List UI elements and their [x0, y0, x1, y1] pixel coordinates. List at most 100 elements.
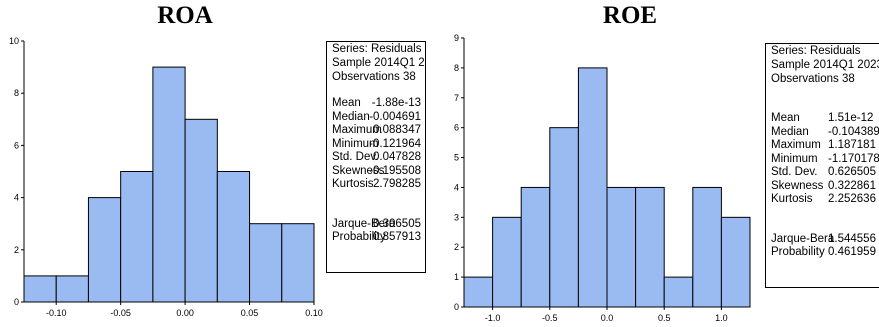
stats-label: Skewness — [332, 164, 385, 177]
x-tick-label: 0.5 — [658, 313, 671, 323]
stats-value: 2.798285 — [373, 178, 421, 190]
stats-label: Median — [332, 110, 370, 123]
x-tick-label: 0.10 — [305, 308, 323, 318]
x-tick-label: -1.0 — [485, 313, 501, 323]
stats-row-jarque-bera: Jarque-Bera 1.544556 — [766, 233, 879, 247]
stats-sample: Sample 2014Q1 2023Q2 — [771, 59, 879, 71]
stats-gap — [327, 192, 425, 205]
stats-value: 2.252636 — [828, 193, 876, 205]
stats-value: 1.51e-12 — [828, 112, 874, 124]
histogram-bar — [492, 216, 522, 308]
stats-label: Mean — [332, 97, 361, 109]
stats-row-jarque-bera: Jarque-Bera 0.306505 — [327, 218, 425, 232]
stats-label: Std. Dev. — [771, 166, 818, 178]
y-tick-label: 0 — [14, 297, 19, 307]
x-tick-label: 1.0 — [715, 313, 728, 323]
stats-row-probability: Probability 0.461959 — [766, 246, 879, 260]
x-tick-label: -0.10 — [46, 308, 67, 318]
stats-sample: Sample 2014Q1 2023Q2 — [332, 57, 425, 69]
stats-value: 1.187181 — [828, 139, 876, 151]
stats-value: 0.088347 — [373, 124, 421, 136]
histogram-bar — [463, 276, 494, 308]
stats-row-probability: Probability 0.857913 — [327, 231, 425, 245]
stats-value: -0.195508 — [369, 164, 421, 177]
stats-value: 0.857913 — [373, 231, 421, 243]
y-tick-label: 4 — [454, 182, 459, 192]
stats-label: Maximum — [332, 124, 382, 136]
stats-label: Kurtosis — [332, 178, 374, 190]
y-tick-label: 8 — [14, 88, 19, 98]
stats-row-skewness: Skewness -0.195508 — [327, 165, 425, 179]
stats-label: Jarque-Bera — [332, 217, 396, 230]
stats-value: 0.626505 — [828, 166, 876, 178]
stats-row-skewness: Skewness 0.322861 — [766, 180, 879, 194]
y-tick-label: 2 — [454, 242, 459, 252]
stats-row-minimum: Minimum -1.170178 — [766, 153, 879, 167]
stats-row-minimum: Minimum -0.121964 — [327, 138, 425, 152]
stats-value: 0.306505 — [373, 217, 421, 230]
stats-row-kurtosis: Kurtosis 2.252636 — [766, 193, 879, 207]
stats-value: 0.461959 — [828, 246, 876, 258]
histogram-bar — [520, 186, 551, 308]
stats-label: Maximum — [771, 139, 821, 151]
stats-gap — [766, 86, 879, 99]
y-tick-label: 3 — [454, 212, 459, 222]
stats-value: -0.104389 — [828, 125, 879, 138]
y-tick-label: 6 — [454, 123, 459, 133]
y-tick-label: 2 — [14, 245, 19, 255]
y-tick-label: 10 — [9, 36, 19, 46]
roa-chart-title: ROA — [157, 2, 213, 29]
stats-row-kurtosis: Kurtosis 2.798285 — [327, 178, 425, 192]
histogram-bar — [635, 186, 665, 308]
stats-observations: Observations 38 — [332, 71, 416, 83]
stats-value: 1.544556 — [828, 232, 876, 245]
histogram-bar — [549, 127, 579, 308]
roe-histogram: 0 1 2 3 4 5 6 7 8 9 -1.0 -0.5 0.0 0.5 1.0 — [454, 33, 751, 323]
histogram-bar — [249, 223, 283, 303]
histogram-bar — [55, 275, 89, 303]
roe-chart-title: ROE — [602, 2, 658, 29]
stats-row-mean: Mean -1.88e-13 — [327, 97, 425, 111]
histogram-bar — [692, 186, 722, 308]
y-tick-label: 4 — [14, 193, 19, 203]
stats-gap — [327, 205, 425, 218]
y-tick-label: 8 — [454, 63, 459, 73]
y-tick-label: 1 — [454, 272, 459, 282]
histogram-bar — [606, 186, 637, 308]
histogram-bar — [216, 171, 251, 303]
histogram-bar — [184, 118, 218, 303]
stats-label: Jarque-Bera — [771, 232, 835, 245]
x-tick-label: -0.5 — [542, 313, 558, 323]
x-tick-label: 0.00 — [176, 308, 194, 318]
stats-label: Median — [771, 125, 809, 138]
stats-value: -0.004691 — [369, 110, 421, 123]
stats-label: Std. Dev. — [332, 151, 379, 163]
stats-value: 0.047828 — [373, 151, 421, 163]
stats-value: -1.170178 — [828, 152, 879, 165]
stats-value: -1.88e-13 — [371, 97, 421, 109]
stats-label: Skewness — [771, 179, 824, 192]
roa-stats-panel: Series: Residuals Sample 2014Q1 2023Q2 O… — [326, 41, 426, 273]
stats-label: Minimum — [332, 137, 379, 150]
histogram-bar — [87, 197, 122, 303]
x-tick-label: 0.05 — [241, 308, 259, 318]
stats-gap — [327, 84, 425, 97]
stats-row-median: Median -0.004691 — [327, 111, 425, 125]
histogram-bar — [720, 216, 751, 308]
stats-gap — [766, 220, 879, 233]
roa-histogram: 0 2 4 6 8 10 -0.10 -0.05 0.00 0.05 0.10 — [9, 36, 323, 318]
histogram-bar — [663, 276, 694, 308]
x-tick-label: -0.05 — [110, 308, 131, 318]
y-tick-label: 0 — [454, 302, 459, 312]
y-tick-label: 5 — [454, 153, 459, 163]
stats-series: Series: Residuals — [771, 45, 861, 57]
histogram-bar — [152, 66, 186, 303]
stats-row-std-dev: Std. Dev. 0.626505 — [766, 166, 879, 180]
stats-label: Probability — [771, 246, 825, 258]
roe-stats-panel: Series: Residuals Sample 2014Q1 2023Q2 O… — [765, 43, 879, 288]
y-tick-label: 9 — [454, 33, 459, 43]
stats-row-median: Median -0.104389 — [766, 126, 879, 140]
stats-series: Series: Residuals — [332, 43, 422, 55]
stats-label: Kurtosis — [771, 193, 813, 205]
stats-row-maximum: Maximum 0.088347 — [327, 124, 425, 138]
